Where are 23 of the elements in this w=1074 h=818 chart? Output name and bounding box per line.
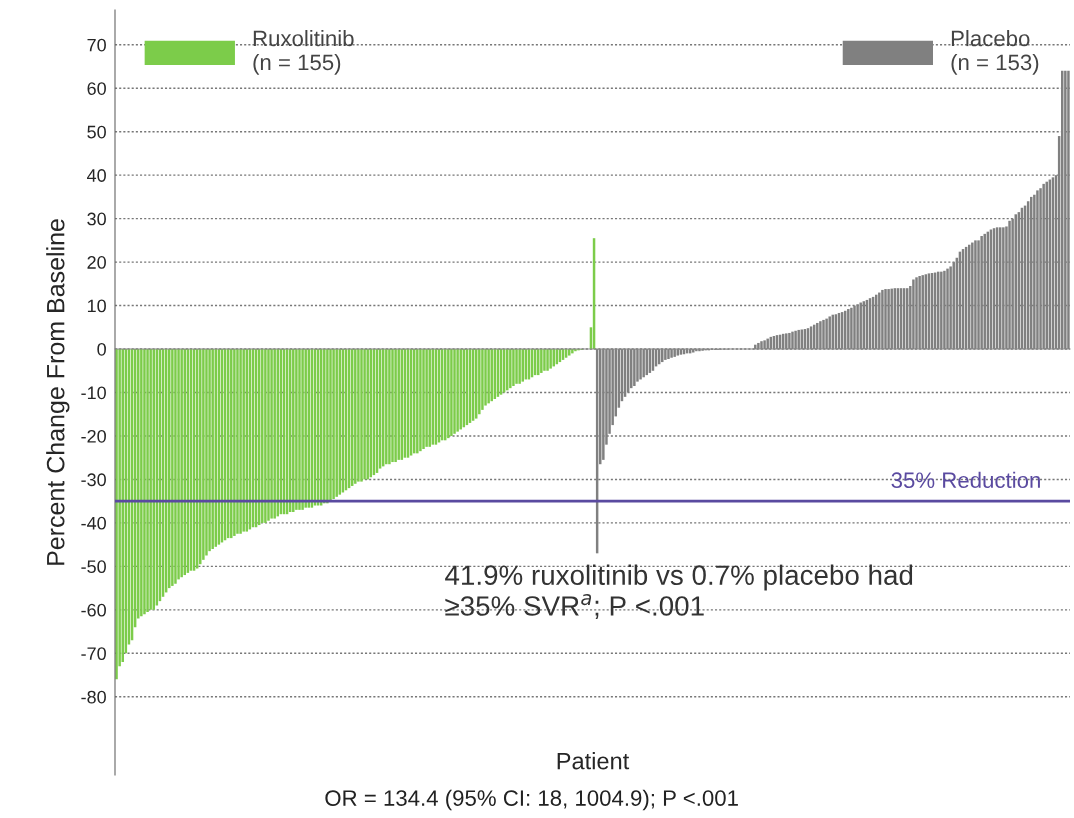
x-axis-title: Patient xyxy=(557,752,630,770)
text: OR = 134.4 (95% CI: 18, 1004.9); P <.001 xyxy=(325,789,738,811)
y-tick-label: -50 xyxy=(81,560,106,574)
ref-line-label: 35% Reduction xyxy=(891,471,1040,489)
legend-label: Ruxolitinib (n = 155) xyxy=(253,30,354,75)
legend-label: Placebo (n = 153) xyxy=(951,30,1039,75)
y-tick-label: 30 xyxy=(87,212,106,226)
y-tick-label: 60 xyxy=(87,82,106,95)
y-tick-label: 70 xyxy=(87,38,106,52)
y-tick-label: 50 xyxy=(87,125,106,139)
y-tick-label: -70 xyxy=(81,647,106,661)
y-tick-label: -60 xyxy=(81,603,106,617)
y-tick-label: -10 xyxy=(81,386,106,400)
y-tick-label: 0 xyxy=(97,342,106,356)
y-tick-label: 40 xyxy=(87,169,106,182)
y-tick-label: -20 xyxy=(81,429,106,443)
annotation: 41.9% ruxolitinib vs 0.7% placebo had ≥35% SVR$^{a}$; P <.001 xyxy=(445,564,913,620)
y-tick-label: -80 xyxy=(81,690,106,704)
y-tick-label: 20 xyxy=(87,256,106,269)
y-tick-label: 10 xyxy=(87,299,106,313)
y-tick-label: -30 xyxy=(81,473,106,487)
y-tick-label: -40 xyxy=(81,516,106,530)
y-axis-title: Percent Change From Baseline xyxy=(46,219,70,565)
